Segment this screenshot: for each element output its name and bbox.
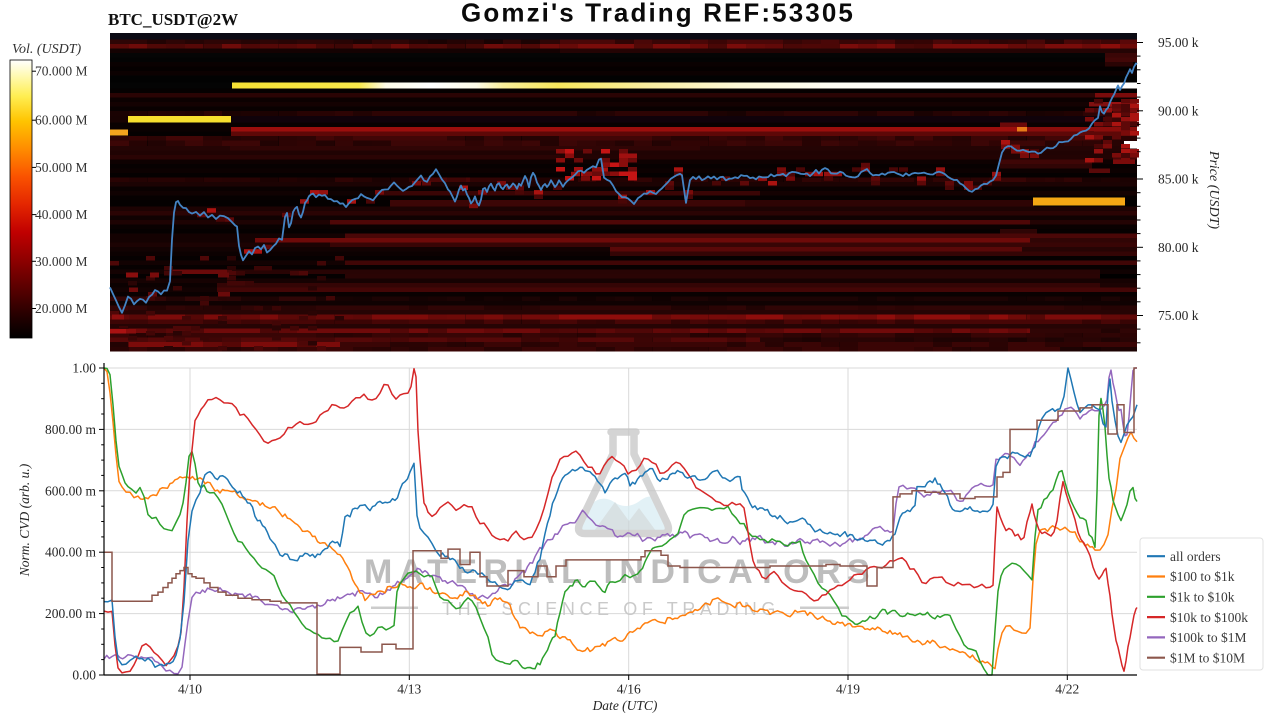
svg-text:70.000 M: 70.000 M: [35, 64, 88, 79]
svg-text:4/10: 4/10: [178, 682, 202, 697]
svg-text:200.00 m: 200.00 m: [45, 606, 97, 621]
svg-text:4/16: 4/16: [617, 682, 641, 697]
svg-text:all orders: all orders: [1170, 549, 1221, 564]
svg-text:$100 to $1k: $100 to $1k: [1170, 569, 1235, 584]
svg-text:4/22: 4/22: [1055, 682, 1079, 697]
svg-text:$100k to $1M: $100k to $1M: [1170, 630, 1247, 645]
svg-text:40.000 M: 40.000 M: [35, 207, 88, 222]
svg-text:20.000 M: 20.000 M: [35, 301, 88, 316]
svg-text:95.00 k: 95.00 k: [1158, 35, 1199, 50]
svg-text:4/19: 4/19: [836, 682, 860, 697]
svg-text:$10k to $100k: $10k to $100k: [1170, 610, 1248, 625]
svg-text:Vol. (USDT): Vol. (USDT): [12, 42, 82, 57]
svg-text:80.00 k: 80.00 k: [1158, 240, 1199, 255]
svg-text:0.00: 0.00: [72, 668, 96, 683]
svg-text:60.000 M: 60.000 M: [35, 113, 88, 128]
svg-text:Gomzi's Trading REF:53305: Gomzi's Trading REF:53305: [461, 0, 855, 28]
svg-text:90.00 k: 90.00 k: [1158, 103, 1199, 118]
svg-text:Norm. CVD (arb. u.): Norm. CVD (arb. u.): [17, 463, 32, 577]
svg-text:800.00 m: 800.00 m: [45, 422, 97, 437]
svg-text:85.00 k: 85.00 k: [1158, 172, 1199, 187]
svg-text:$1k to $10k: $1k to $10k: [1170, 590, 1235, 605]
svg-text:75.00 k: 75.00 k: [1158, 308, 1199, 323]
svg-text:1.00: 1.00: [72, 361, 96, 376]
svg-text:400.00 m: 400.00 m: [45, 545, 97, 560]
svg-text:50.000 M: 50.000 M: [35, 160, 88, 175]
svg-text:600.00 m: 600.00 m: [45, 483, 97, 498]
svg-text:BTC_USDT@2W: BTC_USDT@2W: [108, 10, 238, 29]
svg-text:4/13: 4/13: [397, 682, 421, 697]
svg-text:THE SCIENCE OF TRADING: THE SCIENCE OF TRADING: [442, 599, 780, 619]
svg-text:Date (UTC): Date (UTC): [592, 698, 658, 713]
svg-text:$1M to $10M: $1M to $10M: [1170, 650, 1245, 665]
svg-text:Price (USDT): Price (USDT): [1206, 150, 1221, 229]
svg-text:30.000 M: 30.000 M: [35, 254, 88, 269]
